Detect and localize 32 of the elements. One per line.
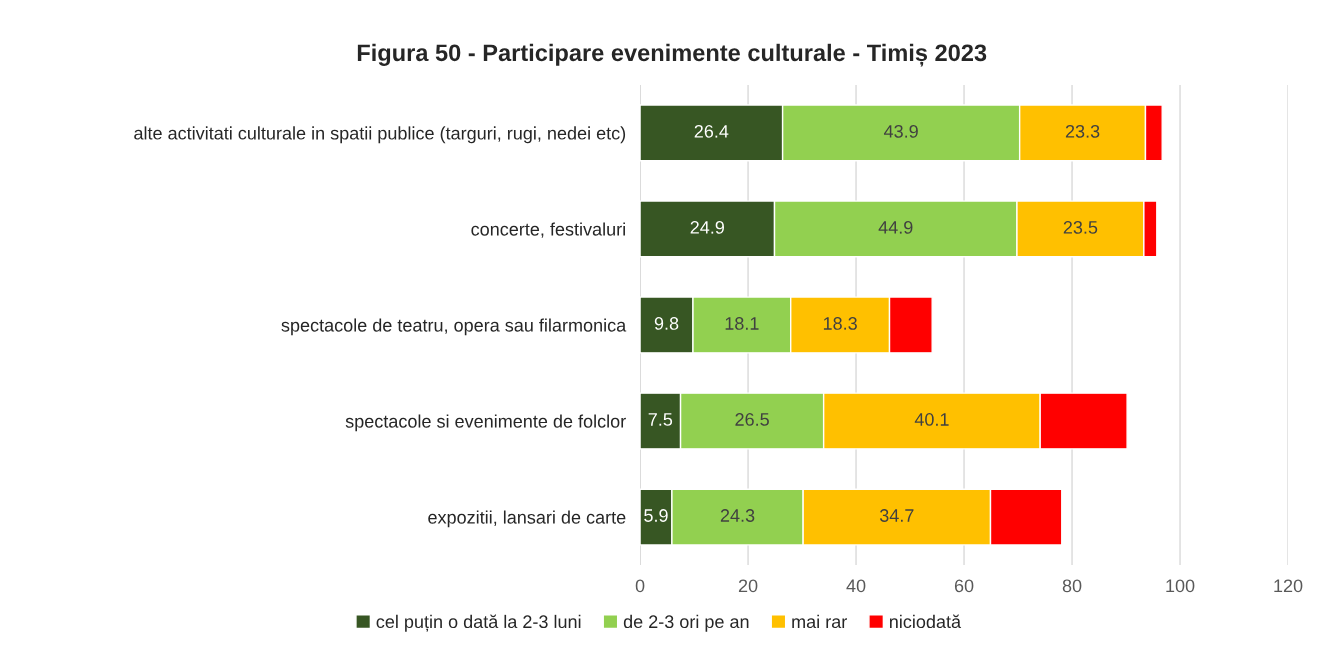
- y-tick-label: spectacole de teatru, opera sau filarmonica: [281, 318, 627, 336]
- x-tick-label: 0: [635, 579, 645, 593]
- x-tick-label: 80: [1062, 579, 1082, 593]
- data-label: 26.5: [735, 413, 769, 426]
- data-label: 24.9: [690, 221, 724, 234]
- data-label: 23.5: [1063, 221, 1098, 234]
- data-label: 18.1: [725, 317, 759, 330]
- data-label: 23.3: [1065, 124, 1100, 138]
- chart-title: Figura 50 - Participare evenimente culturale - Timiș 2023: [357, 43, 987, 67]
- legend-label: de 2-3 ori pe an: [623, 614, 749, 632]
- data-label: 9.8: [654, 317, 679, 330]
- x-tick-label: 20: [738, 579, 758, 593]
- x-tick-label: 100: [1166, 579, 1195, 593]
- legend-label: niciodată: [889, 614, 962, 629]
- data-label: 5.9: [644, 509, 668, 522]
- legend-label: mai rar: [792, 614, 847, 629]
- data-label: 18.3: [823, 317, 857, 330]
- data-label: 44.9: [878, 221, 913, 234]
- data-label: 7.5: [648, 413, 673, 426]
- y-tick-label: spectacole si evenimente de folclor: [345, 414, 626, 432]
- data-label: 40.1: [914, 413, 949, 426]
- x-tick-label: 120: [1274, 579, 1303, 593]
- x-tick-label: 40: [846, 579, 866, 593]
- data-label: 34.7: [879, 509, 914, 522]
- data-label: 24.3: [720, 509, 755, 522]
- y-tick-label: expozitii, lansari de carte: [428, 510, 626, 528]
- data-label: 43.9: [883, 124, 918, 138]
- data-label: 26.4: [694, 124, 729, 138]
- y-tick-label: alte activitati culturale in spatii publice (targuri, rugi, nedei etc): [134, 126, 626, 144]
- x-tick-label: 60: [954, 579, 974, 593]
- legend-label: cel puțin o dată la 2-3 luni: [376, 614, 581, 632]
- y-tick-label: concerte, festivaluri: [471, 222, 625, 238]
